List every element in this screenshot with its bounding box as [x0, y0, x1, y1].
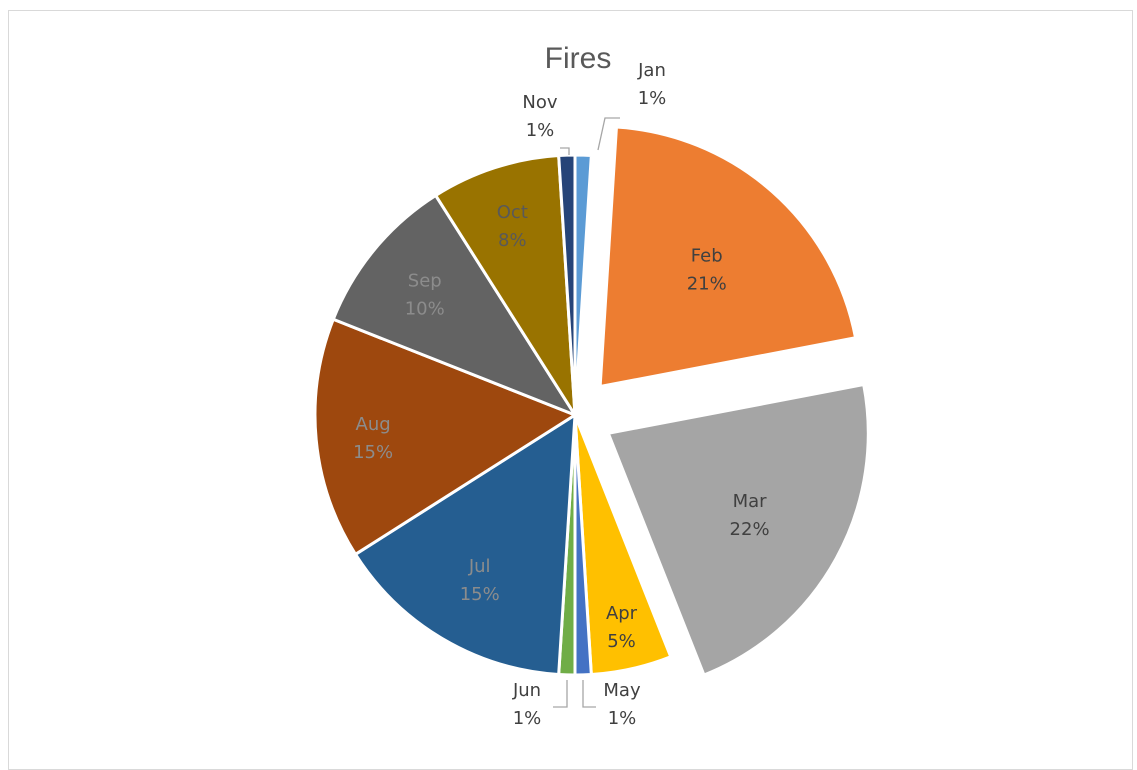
pie-slice-jan	[573, 153, 593, 417]
pie-slice-nov	[557, 153, 577, 417]
slice-label-may: May	[603, 680, 641, 701]
slice-percent-jul: 15%	[460, 584, 500, 605]
slice-label-apr: Apr	[606, 603, 638, 624]
pie-slice-jul	[353, 413, 577, 676]
slice-percent-mar: 22%	[730, 519, 770, 540]
slice-label-jul: Jul	[468, 556, 491, 577]
slice-percent-sep: 10%	[405, 299, 445, 320]
slice-label-jan: Jan	[637, 60, 666, 81]
leader-lines	[553, 117, 620, 708]
pie-slice-oct	[434, 154, 577, 417]
slice-label-mar: Mar	[733, 491, 768, 512]
slice-label-nov: Nov	[522, 92, 557, 113]
slice-percent-jun: 1%	[513, 708, 542, 729]
slice-label-sep: Sep	[408, 271, 442, 292]
pie-slice-feb	[598, 125, 858, 388]
slice-percent-apr: 5%	[607, 631, 636, 652]
slice-percent-feb: 21%	[687, 274, 727, 295]
slice-label-jun: Jun	[512, 680, 541, 701]
pie-chart: Fires Jan 1% Feb 21% Mar 22% Apr 5% May 1% Jun 1% Ju…	[313, 42, 870, 729]
pie-slices	[313, 125, 870, 677]
leader-line-nov	[560, 147, 570, 155]
slice-percent-jan: 1%	[638, 88, 667, 109]
slice-percent-nov: 1%	[526, 120, 555, 141]
pie-slice-sep	[331, 193, 577, 417]
slice-label-aug: Aug	[356, 414, 391, 435]
pie-slice-aug	[313, 317, 577, 556]
slice-label-feb: Feb	[691, 246, 723, 267]
slice-percent-may: 1%	[608, 708, 637, 729]
slice-percent-aug: 15%	[353, 442, 393, 463]
pie-slice-mar	[606, 383, 870, 677]
slice-label-oct: Oct	[497, 202, 528, 223]
leader-line-jun	[553, 680, 568, 708]
leader-line-may	[582, 680, 596, 708]
leader-line-jan	[597, 117, 620, 151]
slice-percent-oct: 8%	[498, 230, 527, 251]
data-labels: Jan 1% Feb 21% Mar 22% Apr 5% May 1% Jun 1% Jul 15% Au…	[353, 60, 769, 729]
chart-title: Fires	[545, 42, 612, 75]
